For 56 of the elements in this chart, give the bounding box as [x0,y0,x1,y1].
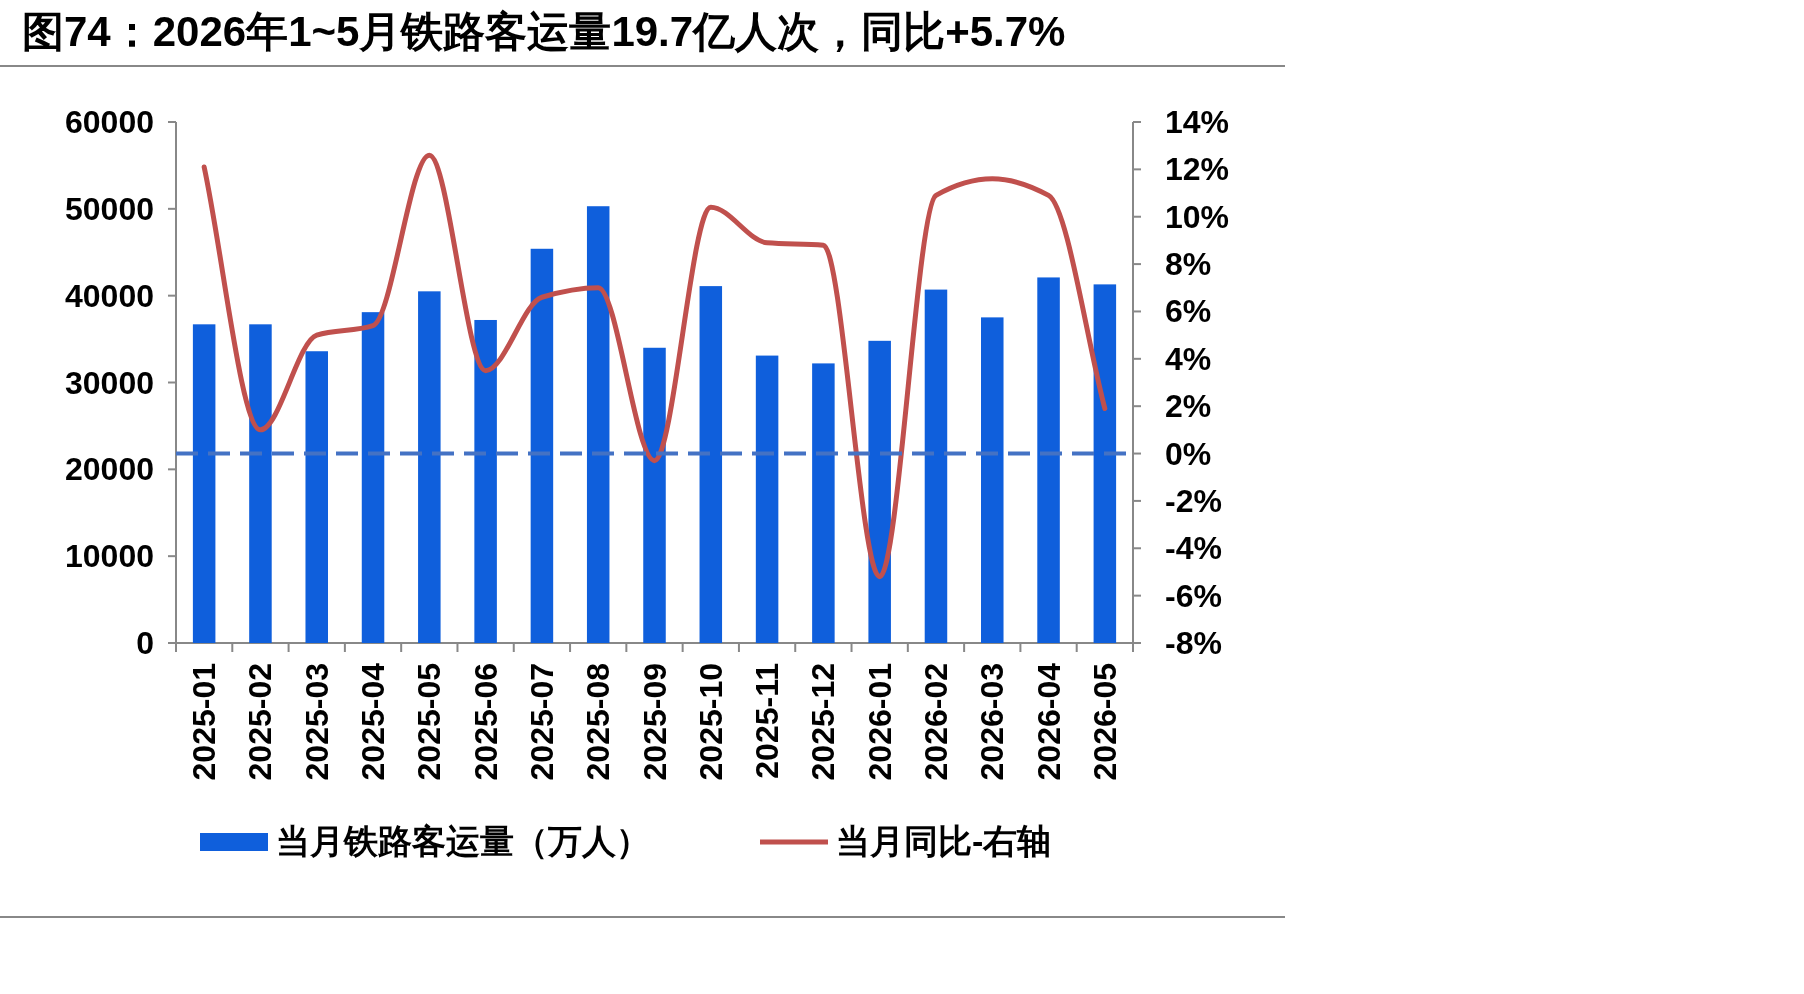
x-tick-label: 2025-11 [749,663,786,779]
x-tick-label: 2025-05 [411,663,448,781]
y2-tick-label: -6% [1165,577,1222,614]
y2-tick-label: 12% [1165,151,1230,188]
bar [643,347,666,643]
y-tick-label: 50000 [65,190,154,227]
x-tick-label: 2025-03 [298,663,335,781]
x-tick-label: 2025-07 [523,663,560,781]
x-tick-label: 2025-10 [692,663,729,781]
bar [699,286,723,643]
y2-tick-label: 10% [1165,198,1230,235]
legend-label: 当月同比-右轴 [836,822,1052,860]
x-tick-label: 2025-08 [580,663,617,781]
x-tick-label: 2025-12 [805,663,842,781]
bar [1037,277,1060,643]
x-tick-label: 2026-04 [1030,662,1067,781]
y-tick-label: 0 [136,625,154,661]
y2-tick-label: 14% [1165,104,1230,140]
bar [868,340,891,643]
y-tick-label: 40000 [65,277,154,314]
bar [249,324,272,643]
x-tick-label: 2026-03 [974,663,1011,781]
y2-tick-label: 6% [1165,293,1212,330]
x-tick-label: 2026-05 [1086,663,1123,781]
y2-tick-label: 0% [1165,435,1212,472]
bar [305,351,328,643]
y2-tick-label: -4% [1165,530,1222,567]
y-tick-label: 20000 [65,451,154,488]
y2-tick-label: 2% [1165,388,1212,425]
bar [755,355,779,643]
bar [586,206,610,643]
legend-label: 当月铁路客运量（万人） [276,822,650,860]
y2-tick-label: 8% [1165,246,1212,283]
bar [981,317,1004,643]
y-tick-label: 60000 [65,104,154,140]
bar [812,363,835,643]
y-tick-label: 10000 [65,538,154,575]
bar [1093,284,1117,643]
y2-tick-label: -8% [1165,625,1222,661]
bar [418,291,441,643]
bar [924,289,948,643]
x-tick-label: 2025-06 [467,663,504,781]
bar [530,248,554,643]
bar [192,324,216,643]
x-tick-label: 2026-01 [861,663,898,781]
x-tick-label: 2025-04 [355,662,392,781]
x-tick-label: 2025-09 [636,663,673,781]
x-tick-label: 2025-01 [186,663,223,781]
x-tick-label: 2025-02 [242,663,279,781]
bar [361,312,385,643]
x-tick-label: 2026-02 [917,663,954,781]
y-tick-label: 30000 [65,364,154,401]
bar [474,319,497,643]
y2-tick-label: 4% [1165,340,1212,377]
y2-tick-label: -2% [1165,482,1222,519]
title: 图74：2026年1~5月铁路客运量19.7亿人次，同比+5.7% [22,8,1066,55]
